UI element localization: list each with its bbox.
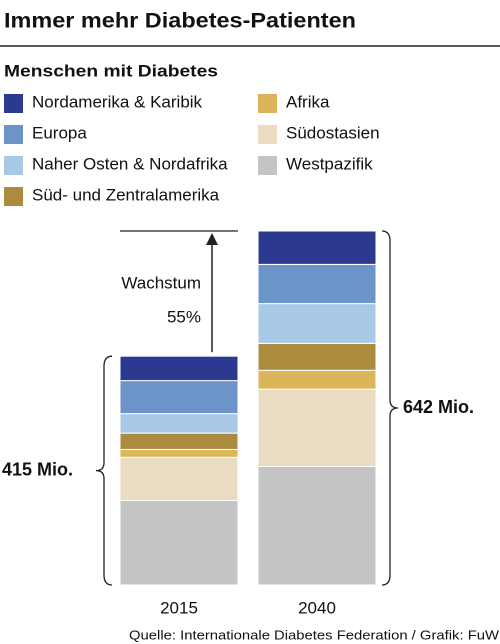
- chart-title: Immer mehr Diabetes-Patienten: [4, 10, 356, 33]
- bar-segment: [119, 456, 239, 501]
- bar-segment: [257, 230, 377, 265]
- legend-title: Menschen mit Diabetes: [4, 61, 218, 80]
- annotation: 55%: [167, 307, 201, 326]
- total-label: 415 Mio.: [2, 459, 73, 479]
- legend-swatch: [4, 156, 23, 175]
- brace: [381, 230, 399, 586]
- bar-segment: [257, 342, 377, 371]
- bar-segment: [257, 303, 377, 344]
- annotation: Wachstum: [121, 273, 201, 292]
- x-tick-label: 2015: [160, 598, 198, 617]
- legend-label: Süd- und Zentralamerika: [32, 185, 220, 204]
- bar-segment: [119, 448, 239, 458]
- brace: [95, 355, 113, 586]
- bar-segment: [257, 263, 377, 305]
- bar-segment: [119, 413, 239, 434]
- legend-label: Europa: [32, 123, 87, 142]
- source: Quelle: Internationale Diabetes Federati…: [129, 627, 500, 642]
- legend-label: Afrika: [286, 92, 330, 111]
- bar-segment: [119, 355, 239, 382]
- bar-segment: [119, 432, 239, 450]
- bar-segment: [257, 369, 377, 390]
- bar-segment: [119, 499, 239, 586]
- legend-swatch: [258, 125, 277, 144]
- bar-segment: [257, 466, 377, 586]
- bar-segment: [257, 388, 377, 468]
- legend-swatch: [4, 187, 23, 206]
- legend-swatch: [258, 94, 277, 113]
- legend-swatch: [4, 125, 23, 144]
- legend-label: Naher Osten & Nordafrika: [32, 154, 228, 173]
- legend-label: Westpazifik: [286, 154, 373, 173]
- x-tick-label: 2040: [298, 598, 336, 617]
- arrow-head: [206, 233, 218, 245]
- legend-label: Nordamerika & Karibik: [32, 92, 203, 111]
- total-label: 642 Mio.: [403, 397, 474, 417]
- legend-swatch: [258, 156, 277, 175]
- bar-segment: [119, 380, 239, 415]
- legend-label: Südostasien: [286, 123, 380, 142]
- legend-swatch: [4, 94, 23, 113]
